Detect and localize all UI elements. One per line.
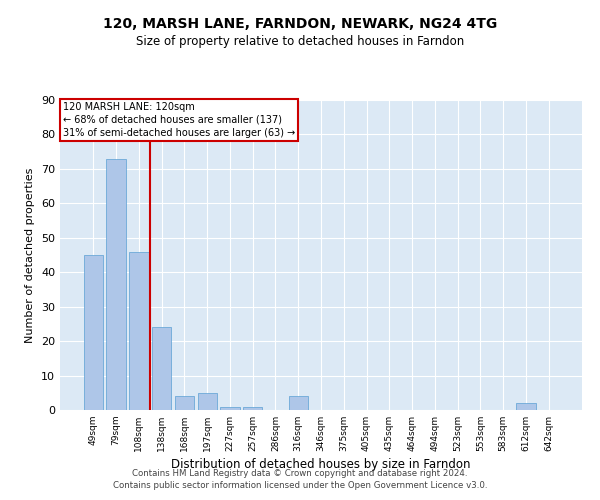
Text: Contains public sector information licensed under the Open Government Licence v3: Contains public sector information licen… [113, 481, 487, 490]
Bar [516, 403, 536, 410]
Bar [243, 406, 262, 410]
Bar [175, 396, 194, 410]
Text: 120, MARSH LANE, FARNDON, NEWARK, NG24 4TG: 120, MARSH LANE, FARNDON, NEWARK, NG24 4… [103, 18, 497, 32]
Text: 120 MARSH LANE: 120sqm
← 68% of detached houses are smaller (137)
31% of semi-de: 120 MARSH LANE: 120sqm ← 68% of detached… [62, 102, 295, 138]
Bar [220, 406, 239, 410]
Bar [129, 252, 149, 410]
Bar [106, 158, 126, 410]
Bar [84, 255, 103, 410]
Y-axis label: Number of detached properties: Number of detached properties [25, 168, 35, 342]
Bar [289, 396, 308, 410]
Bar [152, 328, 172, 410]
Text: Contains HM Land Registry data © Crown copyright and database right 2024.: Contains HM Land Registry data © Crown c… [132, 468, 468, 477]
X-axis label: Distribution of detached houses by size in Farndon: Distribution of detached houses by size … [171, 458, 471, 471]
Text: Size of property relative to detached houses in Farndon: Size of property relative to detached ho… [136, 35, 464, 48]
Bar [197, 393, 217, 410]
